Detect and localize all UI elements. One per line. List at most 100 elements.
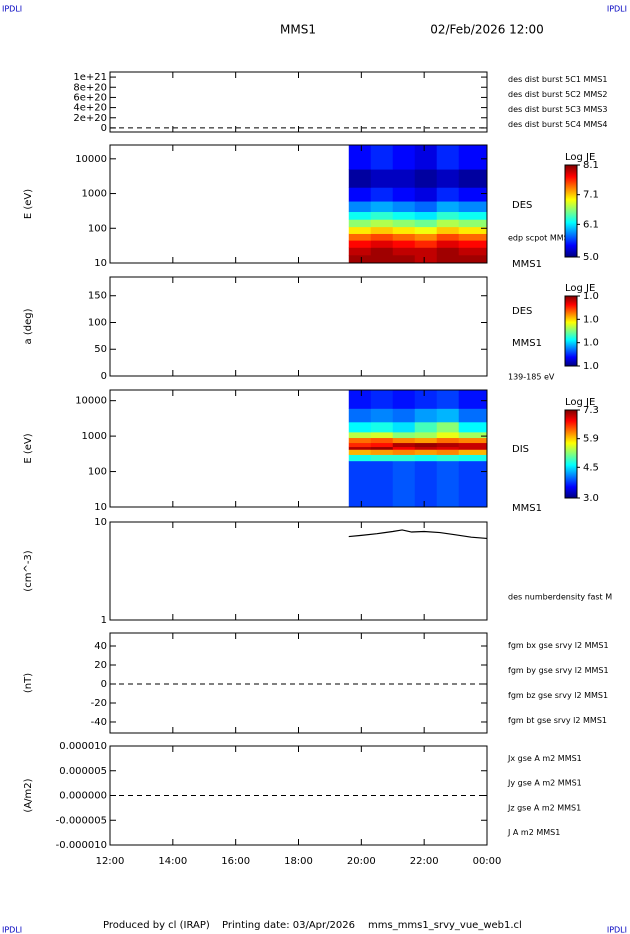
y-tick-label: 100 [88,467,107,478]
colorbar-tick-label: 7.1 [583,190,599,201]
heatmap-cell [392,187,416,202]
colorbar-tick-label: 7.3 [583,405,599,416]
y-tick-label: 8e+20 [73,82,107,93]
plot-frame [109,71,488,133]
heatmap-cell [348,254,372,264]
heatmap-cell [458,145,488,170]
heatmap-cell [392,422,416,433]
y-axis-label: E (eV) [23,189,34,219]
panel-label: DIS [512,444,529,455]
x-tick-label: 22:00 [410,856,439,867]
y-tick-label: 6e+20 [73,92,107,103]
y-tick-label: 4e+20 [73,103,107,114]
heatmap-cell [348,390,372,409]
heatmap-cell [414,432,438,439]
y-tick-label: 0.000000 [59,791,107,802]
heatmap-cell [414,460,438,508]
legend-label: fgm bt gse srvy l2 MMS1 [508,716,607,725]
heatmap-cell [370,145,394,170]
y-tick-label: 100 [88,223,107,234]
heatmap-cell [348,408,372,423]
heatmap-cell [436,437,460,444]
y-axis-label: a (deg) [23,308,34,344]
heatmap-cell [414,240,438,248]
heatmap-cell [458,454,488,462]
legend-label: fgm bz gse srvy l2 MMS1 [508,691,608,700]
corner-tag: IPDLI [2,926,22,934]
heatmap-cell [348,437,372,444]
heatmap-cell [392,432,416,439]
heatmap-cell [414,454,438,462]
y-tick-label: 0.000010 [59,741,107,752]
x-tick-label: 16:00 [221,856,250,867]
heatmap-cell [370,422,394,433]
heatmap-cell [370,240,394,248]
heatmap-cell [436,219,460,228]
heatmap-cell [392,226,416,234]
heatmap-cell [436,442,460,448]
heatmap-cell [392,442,416,448]
y-tick-label: -20 [91,698,107,709]
y-tick-label: 150 [88,291,107,302]
heatmap-cell [436,422,460,433]
y-axis-label: (A/m2) [23,778,34,812]
heatmap-cell [370,442,394,448]
heatmap-cell [458,254,488,264]
y-tick-label: 10000 [75,396,107,407]
heatmap-cell [436,145,460,170]
heatmap-cell [458,422,488,433]
y-tick-label: -0.000010 [56,840,107,851]
colorbar-tick-label: 6.1 [583,219,599,230]
heatmap-cell [458,432,488,439]
heatmap-cell [414,446,438,450]
y-tick-label: 50 [94,344,107,355]
heatmap-cell [392,169,416,188]
y-tick-label: 1000 [82,431,107,442]
heatmap-cell [458,442,488,448]
heatmap-cell [414,219,438,228]
heatmap-cell [436,390,460,409]
heatmap-cell [370,254,394,264]
heatmap-cell [392,449,416,455]
heatmap-cell [348,422,372,433]
colorbar [564,409,578,499]
heatmap-cell [414,422,438,433]
panel-label: edp scpot MMS1 [508,234,574,243]
heatmap-cell [370,460,394,508]
y-tick-label: 0 [101,679,107,690]
y-axis-label: E (eV) [23,433,34,463]
heatmap-cell [458,219,488,228]
heatmap-cell [458,460,488,508]
y-tick-label: 10000 [75,154,107,165]
heatmap-cell [414,145,438,170]
corner-tag: IPDLI [2,5,22,14]
y-tick-label: 0.000005 [59,766,107,777]
heatmap-cell [414,437,438,444]
heatmap-cell [370,408,394,423]
panel-label: 139-185 eV [508,373,555,382]
footer-text: Produced by cl (IRAP) [103,920,210,931]
panel-label: MMS1 [512,259,542,270]
heatmap-cell [370,201,394,213]
y-tick-label: 10 [94,258,107,269]
legend-label: des dist burst 5C1 MMS1 [508,75,607,84]
legend-label: Jy gse A m2 MMS1 [507,779,582,788]
legend-label: des dist burst 5C3 MMS3 [508,105,607,114]
heatmap-cell [436,201,460,213]
heatmap-cell [458,187,488,202]
heatmap-cell [414,201,438,213]
heatmap-cell [370,247,394,256]
y-tick-label: 1e+21 [73,72,107,83]
heatmap-cell [348,460,372,508]
heatmap-cell [436,233,460,241]
x-tick-label: 18:00 [284,856,313,867]
y-axis-label: (nT) [23,673,34,693]
heatmap-cell [436,240,460,248]
heatmap-cell [348,201,372,213]
heatmap-cell [348,169,372,188]
heatmap-cell [414,211,438,220]
heatmap-cell [458,226,488,234]
heatmap-cell [414,254,438,264]
data-line [348,529,488,540]
heatmap-cell [414,390,438,409]
